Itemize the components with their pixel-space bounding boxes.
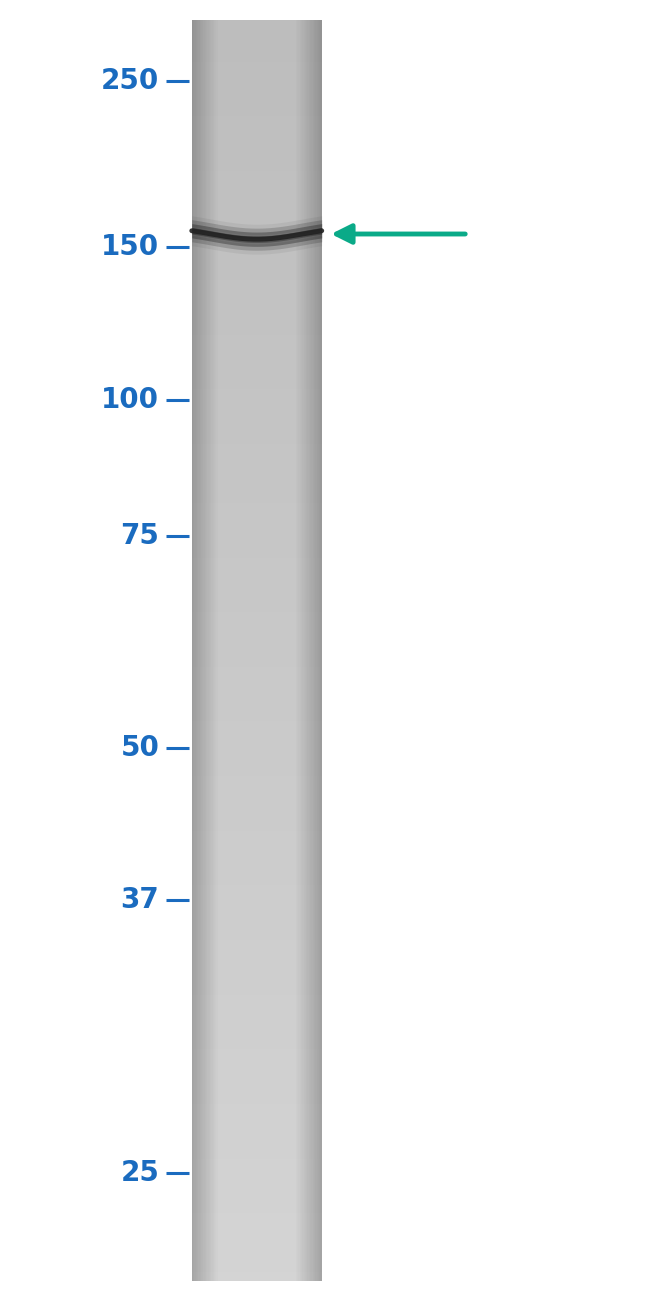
Text: 75: 75 bbox=[120, 521, 159, 550]
Text: 150: 150 bbox=[101, 233, 159, 261]
Text: 25: 25 bbox=[120, 1158, 159, 1187]
Text: 250: 250 bbox=[101, 66, 159, 95]
Text: 100: 100 bbox=[101, 386, 159, 415]
Text: 37: 37 bbox=[120, 885, 159, 914]
Text: 50: 50 bbox=[120, 733, 159, 762]
